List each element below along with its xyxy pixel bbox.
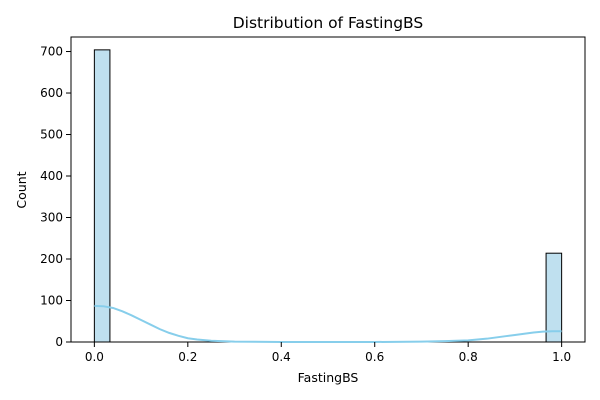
x-tick-label: 1.0 xyxy=(552,350,571,364)
chart-title: Distribution of FastingBS xyxy=(233,14,424,32)
y-axis-label: Count xyxy=(14,171,29,208)
x-tick-label: 0.2 xyxy=(178,350,197,364)
y-tick-label: 300 xyxy=(40,211,63,225)
bars-group xyxy=(93,49,563,343)
y-tick-label: 700 xyxy=(40,45,63,59)
plot-area xyxy=(70,36,586,343)
y-tick-label: 500 xyxy=(40,128,63,142)
x-axis-label: FastingBS xyxy=(298,370,359,385)
x-tick-label: 0.6 xyxy=(365,350,384,364)
x-tick-label: 0.0 xyxy=(85,350,104,364)
y-tick-label: 0 xyxy=(55,335,63,349)
y-tick-label: 600 xyxy=(40,86,63,100)
x-tick-label: 0.4 xyxy=(272,350,291,364)
y-tick-label: 100 xyxy=(40,294,63,308)
kde-group xyxy=(94,304,562,343)
x-ticks: 0.0 0.2 0.4 0.6 0.8 1.0 xyxy=(85,342,571,364)
y-tick-label: 200 xyxy=(40,252,63,266)
plot-frame xyxy=(70,36,586,343)
y-ticks: 0 100 200 300 400 500 600 700 xyxy=(40,45,71,349)
kde-line xyxy=(94,304,562,343)
histogram-bar-1 xyxy=(545,252,563,343)
x-tick-label: 0.8 xyxy=(459,350,478,364)
y-tick-label: 400 xyxy=(40,169,63,183)
histogram-bar-0 xyxy=(93,49,111,343)
